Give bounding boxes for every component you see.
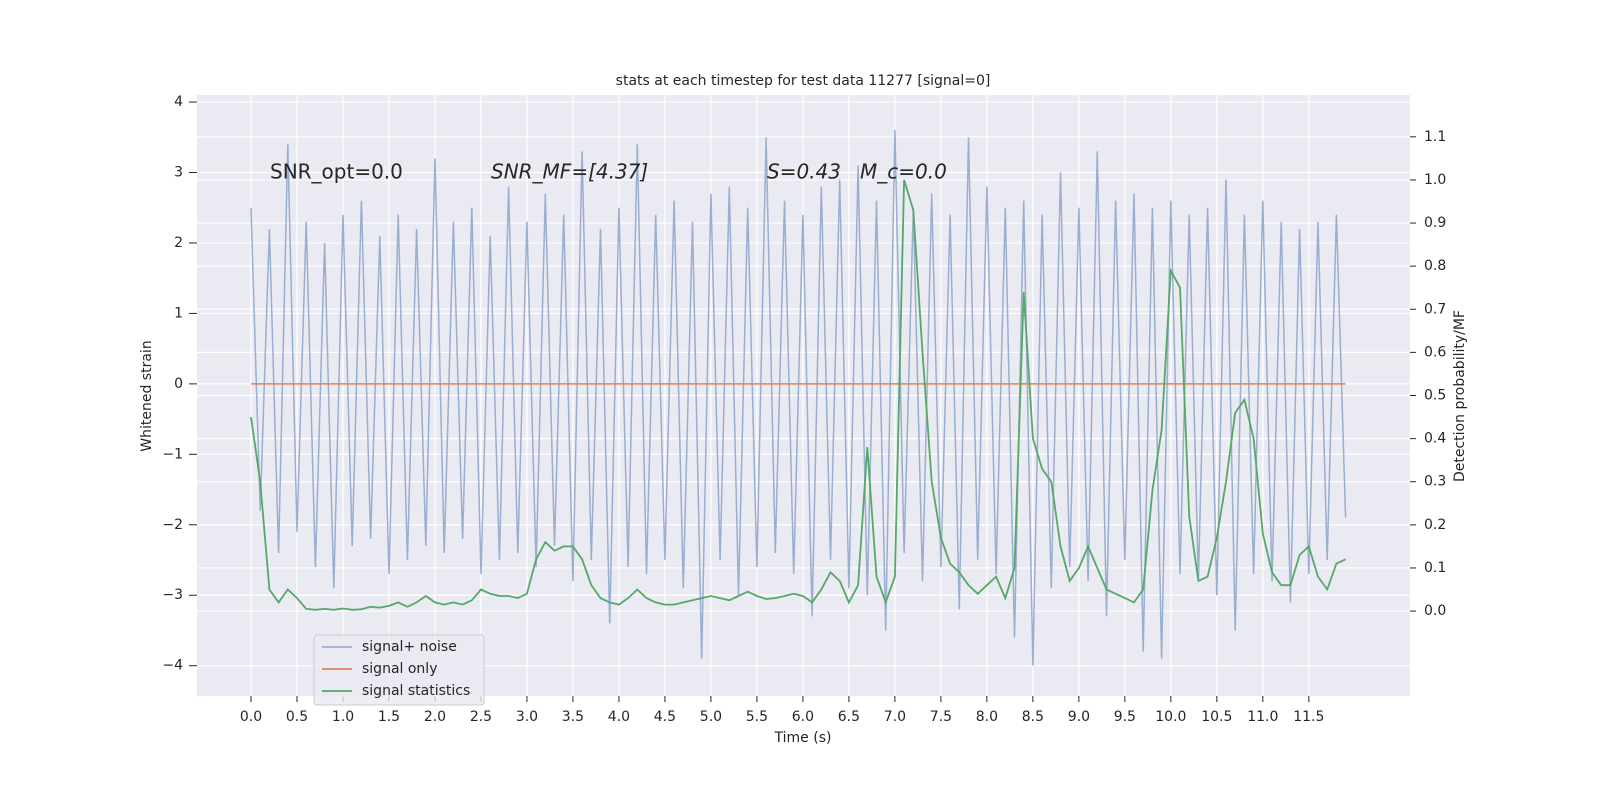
series-line (250, 179, 1346, 611)
y-axis-label: Whitened strain (139, 340, 155, 451)
x-tick-label: 4.5 (654, 709, 676, 725)
y2-tick-label: 0.3 (1424, 474, 1446, 490)
x-tick-label: 3.0 (516, 709, 538, 725)
y2-tick-label: 0.9 (1424, 215, 1446, 231)
x-tick-label: 9.0 (1068, 709, 1090, 725)
x-tick-label: 11.0 (1247, 709, 1278, 725)
y2-tick-label: 0.8 (1424, 258, 1446, 274)
y2-tick-label: 0.1 (1424, 560, 1446, 576)
x-tick-label: 3.5 (562, 709, 584, 725)
legend-box (313, 634, 485, 706)
y2-tick-label: 0.0 (1424, 603, 1446, 619)
series-line (250, 130, 1347, 666)
y2-tick-label: 0.4 (1424, 431, 1446, 447)
x-tick-label: 4.0 (608, 709, 630, 725)
x-tick-label: 1.0 (332, 709, 354, 725)
x-tick-label: 11.5 (1293, 709, 1324, 725)
legend-label: signal only (362, 661, 437, 677)
x-tick-label: 0.5 (286, 709, 308, 725)
y-tick-label: 0 (174, 376, 183, 392)
y2-tick-label: 0.5 (1424, 388, 1446, 404)
x-tick-label: 10.5 (1201, 709, 1232, 725)
x-tick-label: 2.5 (470, 709, 492, 725)
y-tick-label: −2 (162, 517, 183, 533)
y-tick-label: −3 (162, 587, 183, 603)
y2-tick-label: 0.7 (1424, 301, 1446, 317)
y2-tick-label: 0.6 (1424, 344, 1446, 360)
x-tick-label: 10.0 (1155, 709, 1186, 725)
y2-tick-label: 0.2 (1424, 517, 1446, 533)
y-tick-label: 1 (174, 305, 183, 321)
x-tick-label: 7.0 (884, 709, 906, 725)
y-tick-label: −1 (162, 446, 183, 462)
x-tick-label: 2.0 (424, 709, 446, 725)
annotation: S=0.43 (767, 160, 841, 184)
y2-axis-label: Detection probability/MF (1452, 310, 1468, 482)
y-tick-label: 3 (174, 165, 183, 181)
x-tick-label: 6.5 (838, 709, 860, 725)
x-tick-label: 8.0 (976, 709, 998, 725)
legend: signal+ noise signal only signal statistic… (313, 634, 485, 706)
legend-label: signal statistics (362, 683, 470, 699)
x-tick-label: 6.0 (792, 709, 814, 725)
x-tick-label: 1.5 (378, 709, 400, 725)
x-tick-label: 9.5 (1114, 709, 1136, 725)
x-tick-label: 8.5 (1022, 709, 1044, 725)
y-tick-label: 2 (174, 235, 183, 251)
x-tick-label: 5.0 (700, 709, 722, 725)
y2-tick-label: 1.1 (1424, 129, 1446, 145)
y-tick-label: −4 (162, 658, 183, 674)
y-tick-label: 4 (174, 94, 183, 110)
annotation: SNR_opt=0.0 (270, 160, 403, 184)
annotation: SNR_MF=[4.37] (491, 160, 648, 184)
x-tick-label: 5.5 (746, 709, 768, 725)
legend-label: signal+ noise (362, 639, 457, 655)
x-tick-label: 7.5 (930, 709, 952, 725)
annotation: M_c=0.0 (860, 160, 947, 184)
x-axis-label: Time (s) (774, 730, 832, 746)
x-tick-label: 0.0 (240, 709, 262, 725)
chart-title: stats at each timestep for test data 112… (616, 73, 991, 89)
y2-tick-label: 1.0 (1424, 172, 1446, 188)
